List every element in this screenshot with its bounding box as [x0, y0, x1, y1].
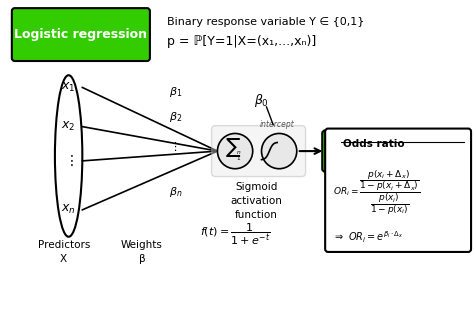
Text: $OR_i = \dfrac{\dfrac{p(x_i+\Delta_x)}{1-p(x_i+\Delta_x)}}{\dfrac{p(x_i)}{1-p(x_: $OR_i = \dfrac{\dfrac{p(x_i+\Delta_x)}{1… — [333, 169, 420, 217]
Text: $\vdots$: $\vdots$ — [64, 153, 73, 168]
Text: $\beta_n$: $\beta_n$ — [170, 185, 183, 199]
Text: $f(t) = \dfrac{1}{1+e^{-t}}$: $f(t) = \dfrac{1}{1+e^{-t}}$ — [200, 222, 270, 247]
FancyBboxPatch shape — [322, 131, 467, 172]
Text: $\sum$: $\sum$ — [225, 136, 241, 159]
Text: Logistic regression: Logistic regression — [14, 28, 147, 41]
Text: p = ℙ[Y=1|X=(x₁,...,xₙ)]: p = ℙ[Y=1|X=(x₁,...,xₙ)] — [166, 35, 316, 48]
FancyBboxPatch shape — [325, 128, 471, 252]
Text: $\beta_0$: $\beta_0$ — [254, 92, 269, 109]
Text: $\beta_2$: $\beta_2$ — [170, 110, 183, 124]
Text: Weights
β: Weights β — [121, 240, 163, 264]
Text: $x_n$: $x_n$ — [61, 203, 76, 216]
Text: $x_2$: $x_2$ — [62, 120, 76, 133]
Circle shape — [218, 133, 253, 169]
Text: $\beta_1$: $\beta_1$ — [170, 85, 183, 99]
FancyBboxPatch shape — [211, 126, 306, 177]
Text: intercept: intercept — [260, 119, 294, 128]
Text: Odds ratio: Odds ratio — [343, 139, 404, 149]
Text: Binary response variable Y ∈ {0,1}: Binary response variable Y ∈ {0,1} — [166, 17, 364, 27]
Text: $x_1$: $x_1$ — [62, 81, 76, 94]
Ellipse shape — [55, 75, 82, 237]
Text: Sigmoid
activation
function: Sigmoid activation function — [231, 183, 283, 220]
Text: $\Rightarrow \ OR_i = e^{\beta_i \cdot \Delta_x}$: $\Rightarrow \ OR_i = e^{\beta_i \cdot \… — [333, 230, 403, 245]
Circle shape — [262, 133, 297, 169]
Text: $\vdots$: $\vdots$ — [170, 140, 178, 153]
Text: $p(X) = f(\beta^T.X+\beta_0)$: $p(X) = f(\beta^T.X+\beta_0)$ — [346, 143, 443, 159]
FancyBboxPatch shape — [12, 8, 150, 61]
Text: $_1^n$: $_1^n$ — [237, 149, 242, 163]
Text: Predictors
X: Predictors X — [37, 240, 90, 264]
